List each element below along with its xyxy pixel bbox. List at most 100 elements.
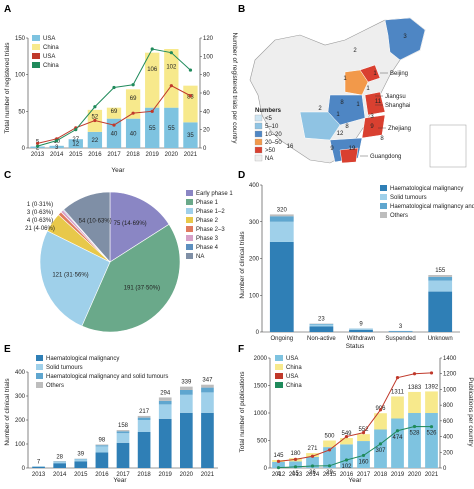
panel-e-ytick-label: 100 [15,442,26,448]
panel-a-bar-usa-label: 40 [130,131,137,137]
panel-d-xlabel: Status [346,343,365,350]
panel-e-ytick-label: 400 [15,370,26,376]
panel-d-xtick-label: Suspended [385,336,415,342]
map-legend-label: 5–10 [265,124,279,130]
panel-f-china-line-label: 526 [426,431,437,437]
panel-f-bar-usa [391,419,404,469]
panel-e-ytick-label: 0 [22,466,26,472]
panel-f-y2tick-label: 1000 [443,387,457,393]
panel-f-y2tick-label: 400 [443,435,454,441]
panel-d-bar-segment [270,216,294,222]
panel-e-bar-segment [159,419,172,468]
panel-f-bar-usa [425,413,438,468]
map-region-number: 11 [375,99,382,105]
panel-f-ylabel-right: Publications per country [467,377,474,447]
panel-e-total-label: 158 [118,423,129,429]
panel-c-slice-label: 1 (0·31%) [27,202,53,208]
panel-c-slice-label: 21 (4·06%) [25,226,55,232]
panel-c-legend-swatch [186,190,193,196]
panel-a-legend-label: USA [43,36,55,42]
panel-f-ylabel-left: Total number of publications [239,371,246,453]
panel-e-bar-segment [96,445,109,446]
panel-a-y2tick-label: 80 [203,73,210,79]
panel-e-bar-segment [201,388,214,393]
panel-e-bar-segment [96,446,109,452]
panel-f-legend-swatch [275,382,283,388]
panel-e-legend-swatch [36,373,43,379]
panel-letter-e: E [4,344,11,355]
panel-e-total-label: 7 [37,459,41,465]
panel-a-point-china [112,86,115,89]
panel-e-bar-segment [180,413,193,468]
panel-d-bar-segment [270,242,294,332]
panel-a-bar-china [183,86,197,123]
panel-d-bar-segment [310,326,334,332]
panel-c-legend-label: Phase 3 [196,236,219,242]
panel-f-ytick-label: 1000 [254,411,268,417]
panel-c-slice-label: 191 (37·50%) [124,285,160,291]
panel-d-total-label: 3 [399,324,403,330]
panel-a-y2tick-label: 60 [203,91,210,97]
panel-d-ytick-label: 100 [249,293,260,299]
panel-f-point-china [396,429,399,432]
panel-a-legend-label: China [43,45,59,51]
panel-d-ylabel: Number of clinical trials [239,231,246,299]
panel-a-legend-swatch [32,35,40,41]
panel-f-y2tick-label: 800 [443,403,454,409]
panel-e-total-label: 217 [139,409,150,415]
panel-e-ytick-label: 300 [15,394,26,400]
panel-e-bar-segment [138,420,151,432]
panel-a-ytick-label: 0 [22,146,26,152]
panel-a-bar-usa-label: 55 [168,126,175,132]
panel-d-xtick-label: Non-active [307,336,336,342]
panel-f-bar-china [340,438,353,444]
panel-f-y2tick-label: 200 [443,450,454,456]
panel-d-bar-segment [270,214,294,216]
panel-e-bar-segment [180,390,193,395]
panel-a-point-usa [189,94,192,97]
panel-e-xtick-label: 2018 [137,472,151,478]
panel-c-legend-label: Phase 1 [196,200,219,206]
panel-f-point-usa [413,372,416,375]
panel-a-y2tick-label: 100 [203,54,214,60]
map-region-number: 12 [337,131,344,137]
panel-e-xtick-label: 2019 [159,472,173,478]
panel-e-bar-segment [96,444,109,445]
panel-a-xtick-label: 2019 [146,152,160,158]
panel-a-bar-usa-label: 55 [149,126,156,132]
panel-a-bar-china-label: 102 [166,65,177,71]
panel-e-xlabel: Year [113,477,127,484]
panel-a-point-china [189,68,192,71]
panel-f-ytick-label: 1500 [254,384,268,390]
panel-c-legend-label: Phase 2 [196,218,219,224]
panel-d-xtick-label: Withdrawn [347,336,375,342]
panel-f-china-line-label: 15 [292,471,299,477]
panel-d-bar-segment [270,222,294,242]
panel-a-xtick-label: 2020 [165,152,179,158]
panel-e-bar-segment [53,463,66,468]
panel-e-bar-segment [32,467,45,468]
panel-f-point-usa [328,448,331,451]
panel-f-y2tick-label: 0 [443,466,447,472]
panel-letter-a: A [4,4,11,15]
map-legend-label: 20–50 [265,140,282,146]
panel-f-china-line-label: 26 [309,470,316,476]
panel-f-point-china [294,465,297,468]
panel-a-point-china [151,47,154,50]
panel-c-slice-label: 3 (0·63%) [27,210,53,216]
panel-e-xtick-label: 2016 [95,472,109,478]
panel-e-legend-label: Others [46,383,64,389]
panel-d-legend-label: Haematological malignancy [390,186,463,192]
panel-e-legend-label: Haematological malignancy and solid tumo… [46,374,168,380]
panel-d-ytick-label: 200 [249,257,260,263]
panel-f-xtick-label: 2021 [425,472,439,478]
panel-e-bar-segment [201,413,214,468]
panel-d-bar-segment [349,329,373,330]
panel-e-xtick-label: 2020 [180,472,194,478]
panel-e-bar-segment [159,401,172,405]
panel-c-legend-swatch [186,244,193,250]
panel-e-bar-segment [138,418,151,420]
panel-e-legend-label: Haematological malignancy [46,356,119,362]
panel-f-xtick-label: 2016 [340,472,354,478]
panel-c-slice-label: 4 (0·63%) [27,218,53,224]
